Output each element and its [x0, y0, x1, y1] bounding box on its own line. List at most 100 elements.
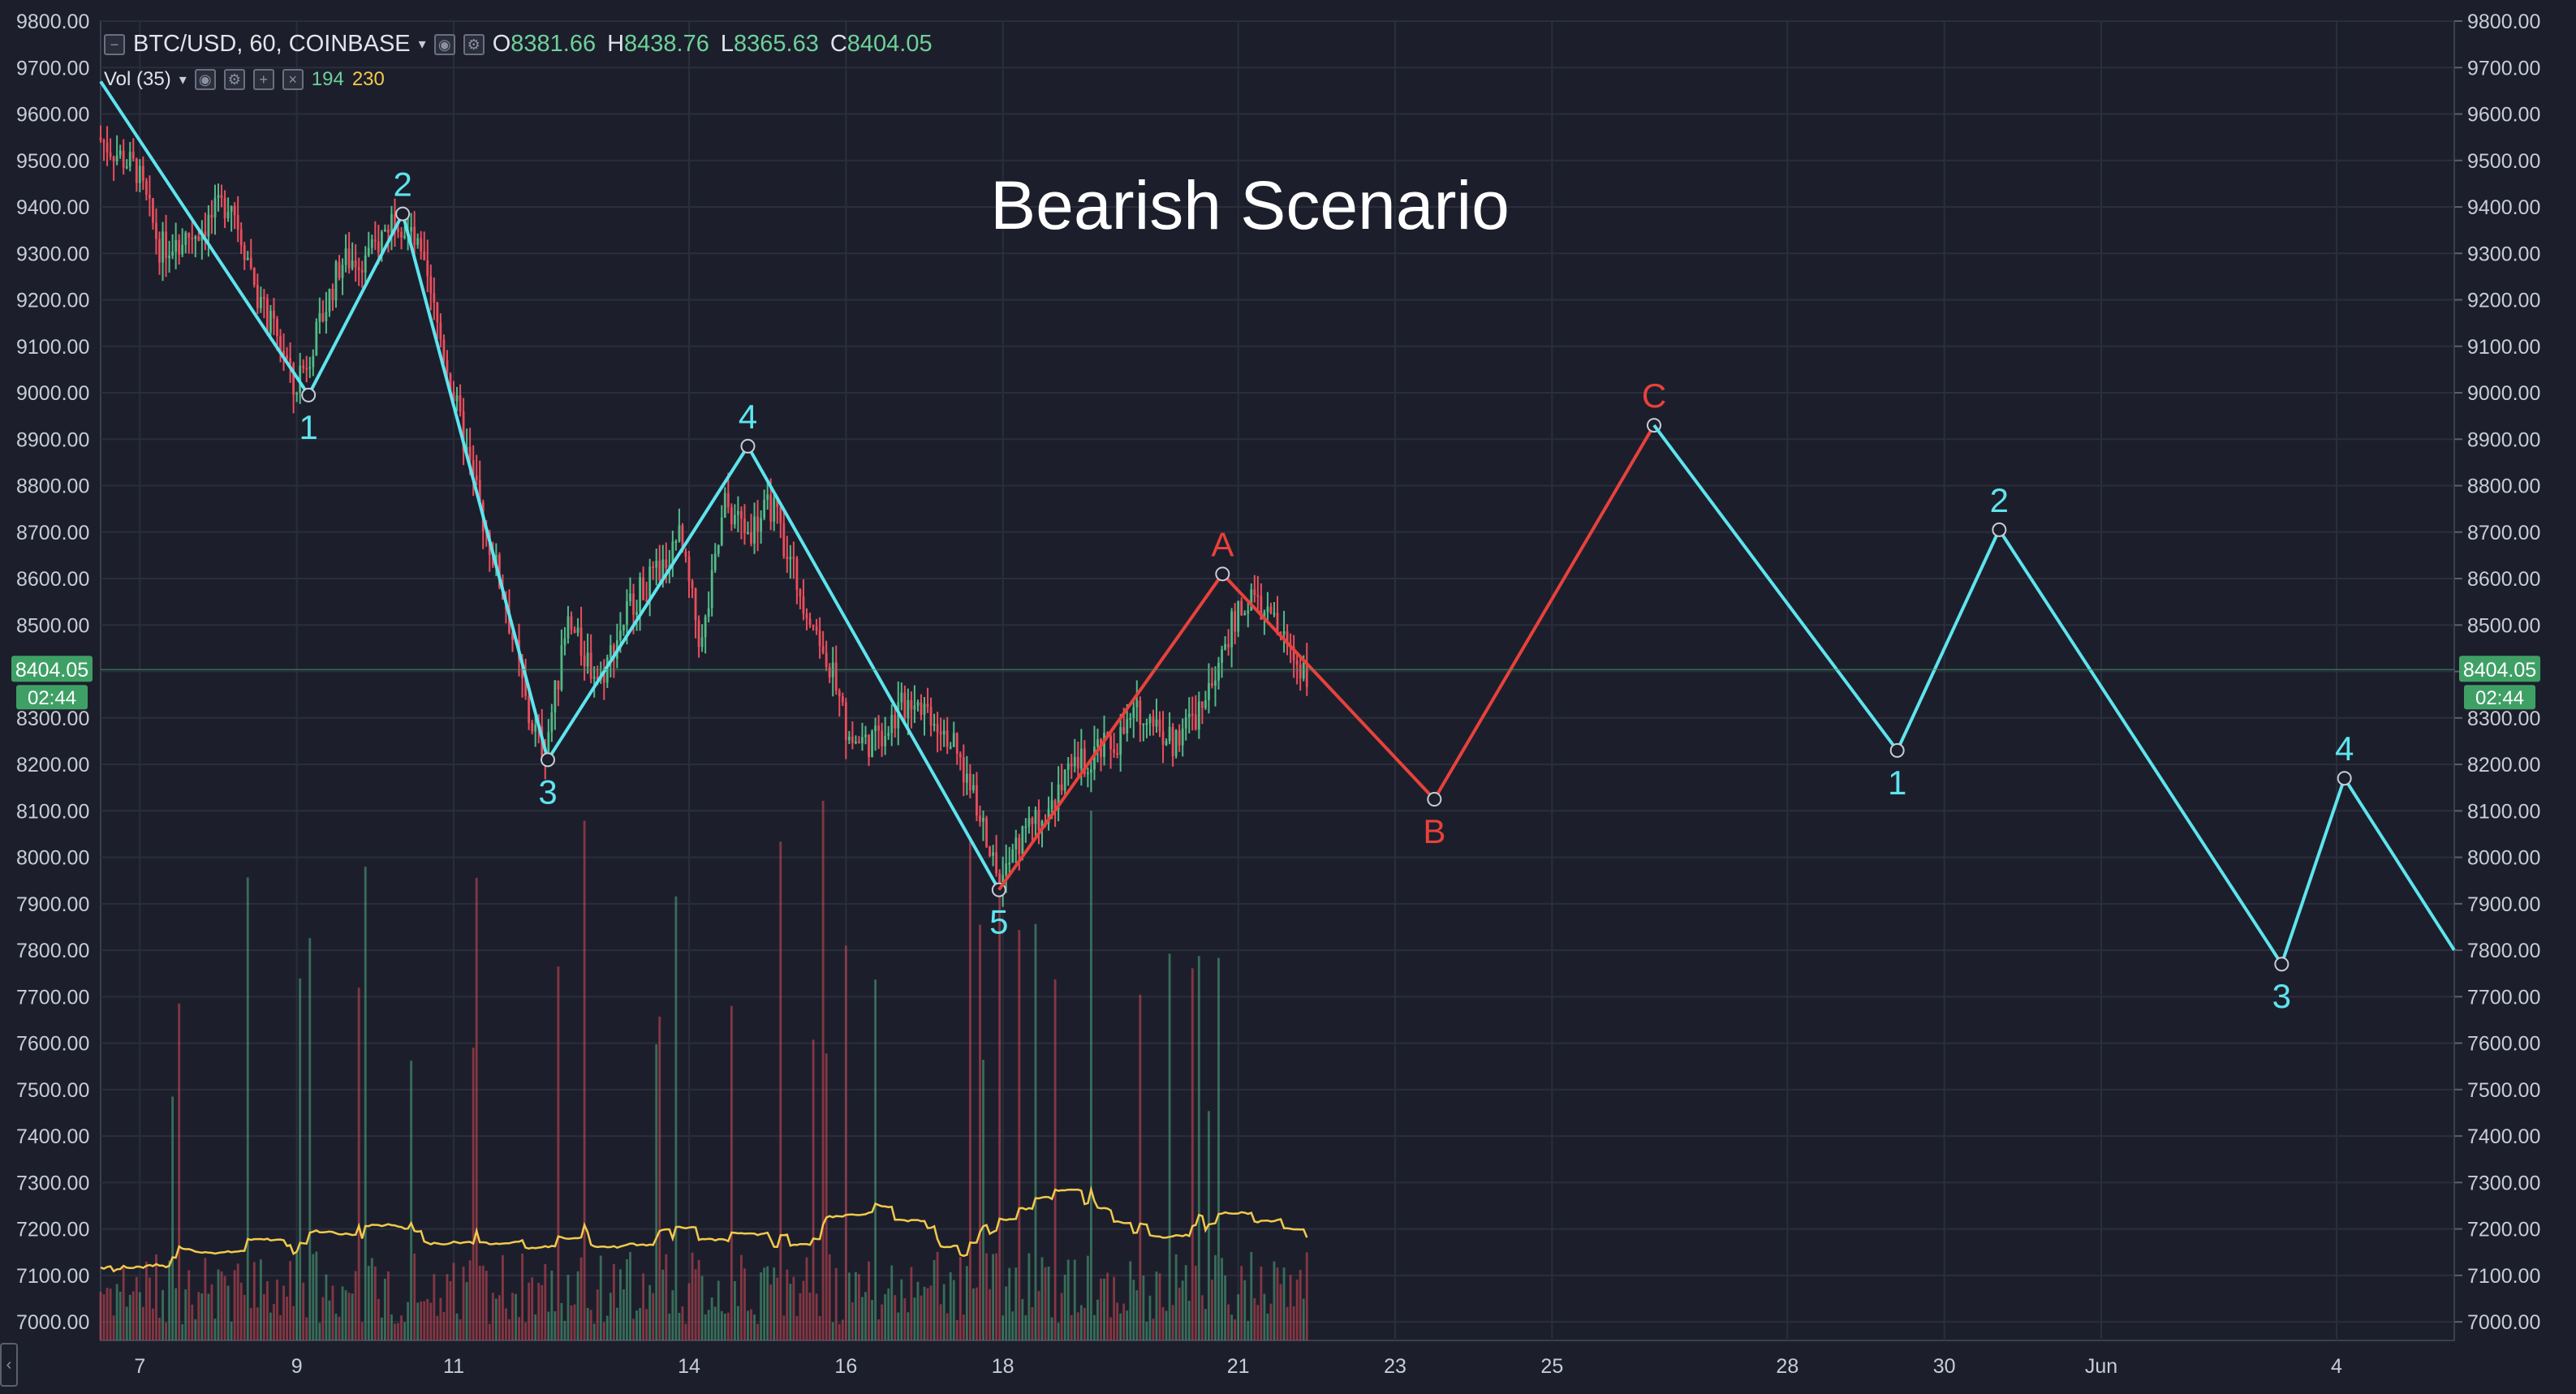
volume-bar	[187, 1270, 191, 1340]
volume-bar	[1240, 1266, 1243, 1340]
volume-bar	[1060, 1293, 1063, 1340]
candle-body	[645, 600, 648, 602]
volume-bar	[1079, 1305, 1083, 1340]
candle-body	[815, 626, 818, 631]
volume-bar	[220, 1271, 223, 1340]
volume-bar	[344, 1290, 347, 1340]
volume-bar	[1100, 1278, 1102, 1340]
volume-bar	[726, 1312, 730, 1340]
volume-bar	[795, 1316, 799, 1340]
volume-bar	[779, 841, 782, 1340]
price-tag-value-left: 8404.05	[15, 659, 88, 682]
volume-bar	[1008, 1267, 1011, 1340]
x-tick-label: 21	[1227, 1355, 1250, 1378]
volume-bar	[1005, 1286, 1008, 1340]
candle-body	[252, 268, 256, 286]
candle-body	[589, 652, 592, 679]
eye-icon[interactable]: ◉	[194, 69, 216, 90]
volume-bar	[713, 1306, 717, 1340]
candle-body	[1152, 716, 1155, 727]
settings-icon[interactable]: ⚙	[463, 33, 485, 55]
candle-body	[442, 339, 446, 360]
y-tick-label-right: 9800.00	[2467, 11, 2540, 33]
y-tick-label-left: 9400.00	[16, 196, 89, 219]
chevron-down-icon[interactable]: ▾	[179, 71, 187, 88]
candle-body	[789, 557, 792, 560]
candle-body	[550, 712, 554, 733]
y-tick-label-right: 9600.00	[2467, 104, 2540, 127]
volume-bar	[331, 1285, 334, 1340]
volume-bar	[178, 1003, 181, 1340]
candle-body	[262, 296, 265, 299]
volume-bar	[998, 880, 1002, 1340]
volume-bar	[299, 978, 302, 1340]
y-tick-label-right: 7600.00	[2467, 1033, 2540, 1056]
wave-line-corrective-abc	[997, 424, 1656, 891]
candle-body	[1024, 826, 1027, 828]
volume-bar	[1200, 1295, 1204, 1340]
volume-bar	[295, 1253, 299, 1340]
candle-body	[115, 155, 118, 161]
volume-bar	[387, 1271, 390, 1340]
candle-body	[191, 238, 194, 240]
x-tick-label: 11	[443, 1355, 464, 1378]
candle-body	[586, 652, 589, 667]
price-tag-value-right: 8404.05	[2463, 659, 2536, 682]
symbol-legend: − BTC/USD, 60, COINBASE ▾ ◉ ⚙ O8381.66 H8…	[104, 31, 944, 58]
volume-bar	[903, 1298, 907, 1340]
chevron-down-icon[interactable]: ▾	[418, 36, 426, 52]
price-axes: 7000.00 7000.00 7100.00 7100.00 7200.00 7200.…	[11, 11, 2540, 1378]
close-icon[interactable]: ×	[282, 69, 304, 90]
candle-body	[720, 517, 723, 545]
wave-pivot-marker	[541, 752, 555, 768]
candle-body	[478, 480, 481, 502]
y-tick-label-left: 7200.00	[16, 1219, 89, 1241]
volume-bar	[697, 1259, 700, 1340]
candle-body	[1181, 728, 1184, 746]
volume-bar	[1040, 1257, 1044, 1340]
candle-body	[144, 180, 148, 196]
volume-bar	[868, 1261, 870, 1340]
volume-bar	[1096, 1299, 1099, 1340]
volume-bar	[475, 877, 478, 1340]
volume-bar	[155, 1254, 157, 1340]
candle-body	[266, 298, 269, 333]
candle-body	[929, 707, 933, 726]
volume-bar	[334, 1314, 338, 1340]
settings-icon[interactable]: ⚙	[223, 69, 245, 90]
y-tick-label-right: 8500.00	[2467, 614, 2540, 637]
volume-bar	[168, 1260, 170, 1340]
candle-body	[181, 244, 184, 255]
candle-body	[678, 525, 681, 541]
volume-bar	[592, 1323, 596, 1340]
scroll-left-icon[interactable]: ‹	[0, 1343, 18, 1387]
add-icon[interactable]: +	[252, 69, 274, 90]
candle-body	[1060, 784, 1063, 791]
candle-body	[864, 734, 867, 738]
volume-bar	[710, 1297, 713, 1340]
volume-bar	[266, 1281, 269, 1340]
volume-bar	[602, 1322, 605, 1340]
candle-body	[459, 395, 462, 411]
candle-body	[112, 157, 115, 161]
symbol-title[interactable]: BTC/USD, 60, COINBASE	[133, 31, 411, 57]
volume-bar	[141, 1306, 144, 1340]
candle-body	[1276, 613, 1279, 635]
volume-bar	[825, 1053, 828, 1340]
candle-body	[152, 198, 154, 223]
volume-bar	[541, 1284, 544, 1340]
candle-body	[1053, 800, 1057, 810]
volume-bar	[1299, 1269, 1302, 1340]
candle-body	[125, 166, 128, 169]
eye-icon[interactable]: ◉	[433, 33, 455, 55]
volume-bar	[472, 1048, 475, 1340]
candle-body	[1178, 730, 1181, 746]
y-tick-label-right: 9500.00	[2467, 150, 2540, 173]
candle-body	[900, 692, 903, 703]
volume-bar	[563, 1320, 566, 1340]
candle-body	[1174, 730, 1178, 756]
volume-title[interactable]: Vol (35)	[104, 68, 171, 90]
volume-bar	[1269, 1303, 1273, 1340]
collapse-icon[interactable]: −	[104, 33, 125, 55]
